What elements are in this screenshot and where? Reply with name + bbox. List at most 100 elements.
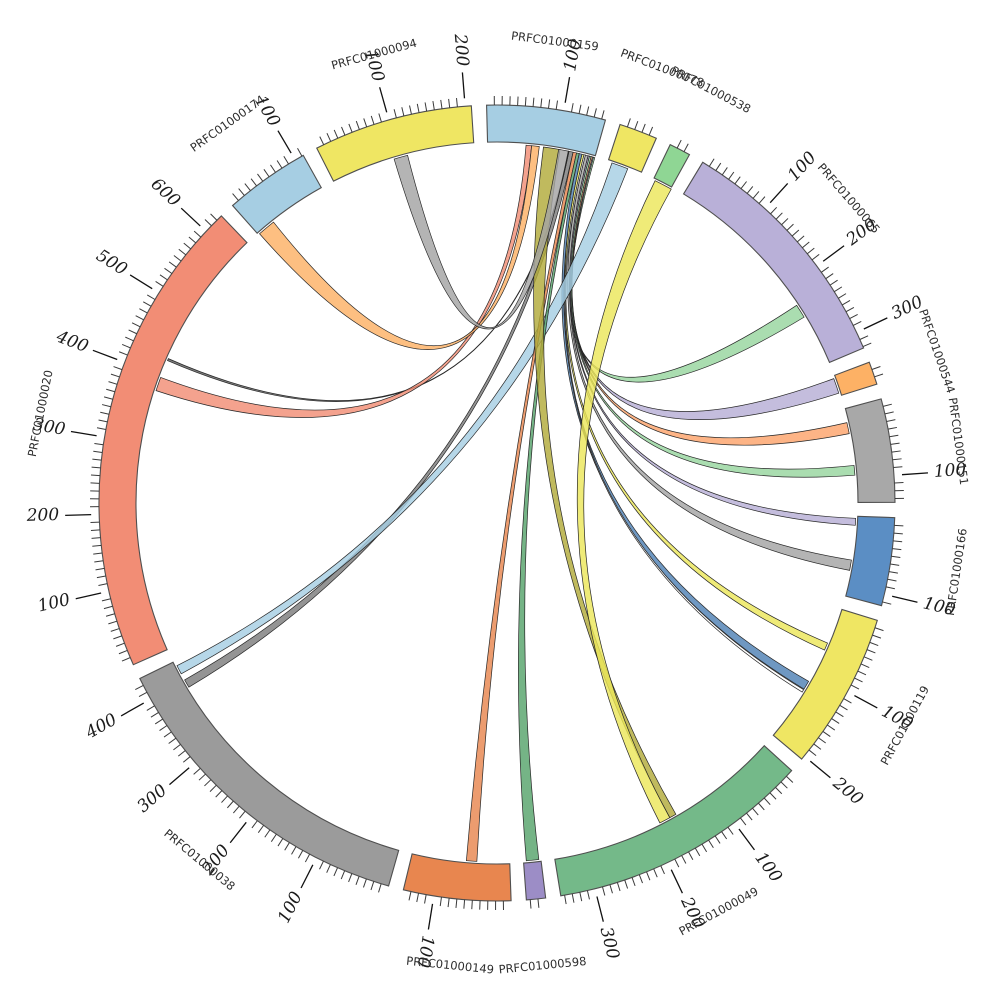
chord-078-to-038[interactable] [176,162,629,675]
tick-minor [676,139,682,149]
tick-minor [758,802,765,811]
tick-minor [463,899,466,909]
tick-label-038-100: 100 [274,888,307,926]
tick-minor [118,649,128,655]
tick-minor [806,247,815,255]
tick-minor [874,373,884,378]
segment-arc-PRFC01000544[interactable] [833,361,878,396]
tick-minor [631,877,636,887]
tick-minor [100,411,110,415]
segment-arc-PRFC01000038[interactable] [139,661,400,887]
tick-minor [714,835,721,844]
tick-minor [869,641,879,647]
chord-159-to-020[interactable] [155,144,533,418]
segment-arc-PRFC01000094[interactable] [316,105,475,182]
tick-label-049-100: 100 [750,848,786,886]
chord-159-to-166[interactable] [569,155,857,526]
tick-major-leader [427,903,434,930]
tick-minor [638,874,643,884]
tick-minor [198,773,206,781]
tick-minor [163,731,172,738]
tick-minor [648,126,654,136]
tick-minor [874,627,884,632]
tick-minor [244,183,251,191]
chord-159-to-166[interactable] [567,154,852,571]
tick-minor [863,656,873,661]
chord-159-to-598[interactable] [518,152,580,862]
tick-minor [348,873,353,883]
tick-minor [893,532,903,535]
tick-minor [90,529,100,531]
chord-159-to-174[interactable] [259,145,540,350]
tick-minor [93,552,103,555]
chord-159-to-094[interactable] [393,148,569,330]
tick-minor [701,843,708,853]
tick-minor [727,826,734,835]
contig-label-PRFC01000065: PRFC01000065 [815,160,883,236]
chord-159-to-149[interactable] [466,151,577,862]
tick-minor [98,583,108,586]
tick-minor [889,434,899,438]
chord-159-to-119[interactable] [561,153,810,690]
tick-minor [150,712,159,718]
tick-minor [822,730,831,737]
tick-minor [586,890,590,900]
tick-minor [257,825,264,833]
tick-minor [845,306,855,313]
segment-arc-PRFC01000049[interactable] [554,744,793,897]
segment-arc-PRFC01000149[interactable] [402,853,512,902]
tick-minor [221,795,228,803]
tick-minor [424,894,427,904]
tick-minor [564,895,567,905]
tick-minor [752,807,759,816]
tick-minor [616,882,621,892]
tick-minor [786,223,794,231]
segment-arc-PRFC01000078[interactable] [607,123,658,173]
tick-minor [872,634,882,639]
segment-arc-PRFC01000065[interactable] [682,161,865,364]
tick-minor [808,749,817,757]
tick-minor [355,120,360,130]
chord-159-to-151[interactable] [570,155,856,478]
tick-minor [891,555,901,558]
tick-minor [827,724,836,731]
contig-label-PRFC01000020: PRFC01000020 [25,369,56,458]
tick-minor [882,403,892,407]
segment-arc-PRFC01000538[interactable] [653,143,691,188]
chord-538-to-049[interactable] [576,180,672,824]
tick-minor [90,474,100,477]
contig-label-PRFC01000538: PRFC01000538 [669,63,754,116]
tick-minor [416,893,420,903]
tick-label-151-100: 100 [933,460,967,482]
segment-arc-PRFC01000151[interactable] [844,398,896,503]
tick-minor [168,261,177,268]
segment-bands-layer [98,104,896,902]
contig-label-PRFC01000174: PRFC01000174 [187,92,267,154]
tick-minor [894,524,904,527]
tick-minor [728,171,735,180]
tick-minor [103,396,113,400]
segment-arc-PRFC01000174[interactable] [231,154,323,234]
segment-arc-PRFC01000166[interactable] [845,515,896,607]
tick-major-leader [65,513,92,516]
tick-minor [326,864,331,873]
segment-arc-PRFC01000598[interactable] [523,860,547,901]
tick-minor [890,563,900,566]
tick-minor [571,893,575,903]
tick-minor [204,219,212,227]
tick-minor [609,884,613,894]
tick-minor [885,586,895,590]
tick-minor [155,281,164,287]
chord-159-to-151[interactable] [570,156,850,446]
tick-minor [348,123,353,133]
tick-minor [739,817,747,826]
tick-minor [775,787,783,795]
chord-159-to-119[interactable] [564,154,805,693]
segment-arc-PRFC01000119[interactable] [772,608,878,760]
tick-minor [653,868,658,878]
segment-arc-PRFC01000020[interactable] [98,215,248,666]
tick-minor [326,133,332,142]
tick-minor [626,118,631,128]
tick-minor [131,322,141,328]
segment-arc-PRFC01000159[interactable] [486,104,607,157]
